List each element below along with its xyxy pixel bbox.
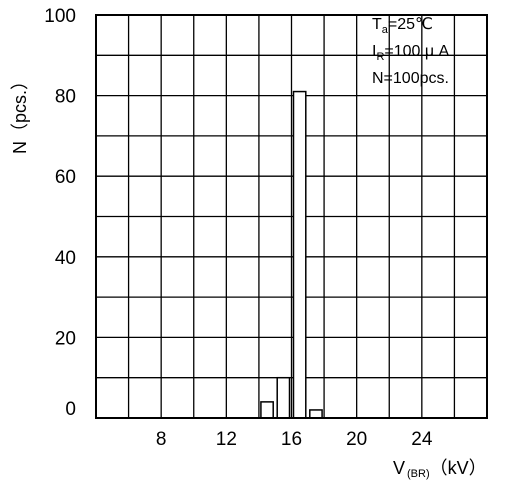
- x-tick-label: 8: [156, 429, 167, 450]
- grid-lines: [96, 15, 487, 418]
- y-tick-label: 80: [55, 87, 76, 108]
- histogram-bar: [276, 376, 291, 419]
- y-tick-label: 100: [44, 6, 76, 27]
- plot-frame: [95, 14, 488, 419]
- y-tick-label: 40: [55, 248, 76, 269]
- y-tick-labels: 0 20 40 60 80 100: [44, 6, 76, 420]
- annotation-ta: Ta=25℃: [372, 16, 433, 36]
- x-tick-label: 16: [281, 429, 302, 450]
- x-tick-label: 20: [346, 429, 367, 450]
- y-tick-label: 0: [65, 399, 76, 420]
- y-axis-label: N（pcs.）: [10, 72, 30, 154]
- histogram-bar: [260, 401, 274, 419]
- histogram-bar: [309, 409, 323, 419]
- x-tick-label: 24: [411, 429, 433, 450]
- y-tick-label: 20: [55, 328, 76, 349]
- x-tick-labels: 8 12 16 20 24: [156, 429, 433, 450]
- annotation-ir: IR=100 μ A: [372, 43, 450, 63]
- histogram-bar: [292, 90, 307, 419]
- annotation-n: N=100pcs.: [372, 70, 449, 87]
- x-axis-label: V (BR)（kV）: [393, 458, 487, 480]
- y-tick-label: 60: [55, 167, 76, 188]
- x-tick-label: 12: [216, 429, 237, 450]
